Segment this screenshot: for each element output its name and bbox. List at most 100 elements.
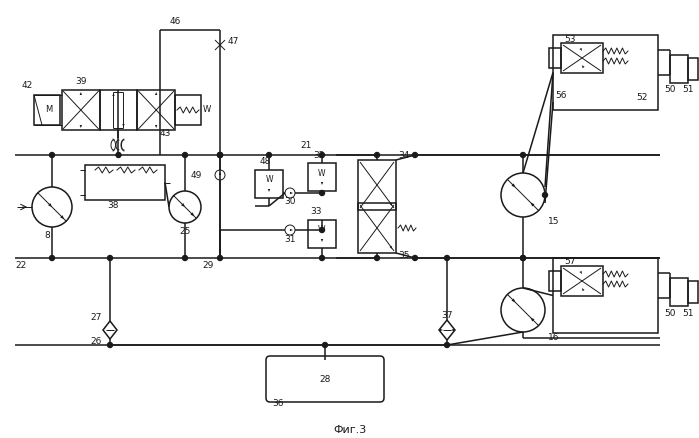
Polygon shape bbox=[290, 192, 293, 194]
Polygon shape bbox=[268, 189, 271, 192]
Bar bbox=[688, 58, 698, 80]
Circle shape bbox=[375, 152, 380, 158]
Text: 21: 21 bbox=[300, 141, 311, 149]
Text: 8: 8 bbox=[44, 230, 50, 240]
Text: 16: 16 bbox=[548, 332, 559, 342]
Polygon shape bbox=[582, 288, 584, 291]
Text: Фиг.3: Фиг.3 bbox=[333, 425, 366, 435]
Polygon shape bbox=[60, 215, 64, 219]
Text: 57: 57 bbox=[564, 258, 575, 266]
Text: 50: 50 bbox=[664, 308, 676, 318]
Text: 30: 30 bbox=[284, 197, 296, 205]
Text: 31: 31 bbox=[284, 236, 296, 244]
Text: 52: 52 bbox=[636, 93, 647, 102]
Circle shape bbox=[50, 255, 55, 261]
Circle shape bbox=[217, 152, 222, 158]
Text: 42: 42 bbox=[22, 81, 34, 89]
Text: 25: 25 bbox=[180, 226, 191, 236]
Bar bbox=[358, 160, 396, 210]
Text: M: M bbox=[45, 106, 52, 114]
Circle shape bbox=[521, 255, 526, 261]
Polygon shape bbox=[190, 212, 194, 216]
Text: 43: 43 bbox=[159, 128, 171, 138]
Text: 51: 51 bbox=[682, 85, 693, 95]
Circle shape bbox=[445, 343, 449, 347]
Circle shape bbox=[319, 152, 324, 158]
Circle shape bbox=[375, 255, 380, 261]
Polygon shape bbox=[531, 202, 535, 206]
Text: W: W bbox=[318, 169, 326, 177]
Bar bbox=[308, 220, 336, 248]
Polygon shape bbox=[113, 93, 115, 96]
Polygon shape bbox=[122, 124, 124, 127]
Text: W: W bbox=[318, 226, 326, 234]
Text: 32: 32 bbox=[313, 151, 324, 159]
Bar bbox=[549, 271, 561, 291]
Bar bbox=[670, 55, 688, 83]
Circle shape bbox=[521, 152, 526, 158]
Circle shape bbox=[217, 255, 222, 261]
Circle shape bbox=[412, 152, 417, 158]
Circle shape bbox=[217, 152, 222, 158]
Text: 46: 46 bbox=[170, 18, 181, 27]
Text: 35: 35 bbox=[398, 251, 410, 259]
Polygon shape bbox=[531, 318, 535, 321]
Polygon shape bbox=[181, 203, 185, 207]
Polygon shape bbox=[512, 298, 515, 303]
Text: 28: 28 bbox=[319, 374, 331, 384]
Circle shape bbox=[116, 152, 121, 158]
Polygon shape bbox=[80, 92, 82, 95]
Text: 50: 50 bbox=[664, 85, 676, 95]
Polygon shape bbox=[582, 65, 584, 68]
Circle shape bbox=[319, 255, 324, 261]
Text: 39: 39 bbox=[75, 78, 87, 86]
Bar bbox=[561, 43, 603, 73]
Text: W: W bbox=[203, 106, 211, 114]
Polygon shape bbox=[290, 229, 293, 231]
Bar bbox=[62, 90, 100, 130]
Bar bbox=[358, 203, 396, 253]
Polygon shape bbox=[512, 184, 515, 187]
Polygon shape bbox=[80, 125, 82, 128]
Circle shape bbox=[521, 255, 526, 261]
Polygon shape bbox=[451, 329, 454, 331]
Circle shape bbox=[319, 227, 324, 233]
Circle shape bbox=[108, 255, 113, 261]
Text: 33: 33 bbox=[310, 208, 322, 216]
Circle shape bbox=[445, 255, 449, 261]
Text: 22: 22 bbox=[15, 261, 27, 271]
Bar bbox=[553, 258, 658, 333]
Bar bbox=[34, 95, 60, 125]
Text: 37: 37 bbox=[441, 311, 453, 321]
Polygon shape bbox=[389, 246, 392, 249]
Circle shape bbox=[322, 343, 328, 347]
Text: 27: 27 bbox=[90, 314, 101, 322]
Circle shape bbox=[319, 191, 324, 195]
Bar bbox=[255, 170, 283, 198]
Bar bbox=[688, 281, 698, 303]
Text: 51: 51 bbox=[682, 308, 693, 318]
Circle shape bbox=[108, 343, 113, 347]
Circle shape bbox=[217, 152, 222, 158]
Bar bbox=[137, 90, 175, 130]
Bar bbox=[100, 90, 137, 130]
Text: 47: 47 bbox=[228, 38, 239, 46]
Polygon shape bbox=[321, 239, 323, 242]
Circle shape bbox=[412, 255, 417, 261]
Text: 29: 29 bbox=[202, 261, 213, 271]
Circle shape bbox=[266, 152, 271, 158]
Text: 56: 56 bbox=[555, 91, 566, 99]
Text: 53: 53 bbox=[564, 35, 575, 43]
Polygon shape bbox=[579, 48, 582, 51]
Polygon shape bbox=[155, 92, 157, 95]
Text: 36: 36 bbox=[272, 399, 284, 407]
Text: 26: 26 bbox=[90, 338, 101, 346]
Text: 34: 34 bbox=[398, 151, 410, 159]
Bar bbox=[85, 165, 165, 200]
Polygon shape bbox=[579, 271, 582, 274]
Polygon shape bbox=[219, 172, 221, 175]
Text: 15: 15 bbox=[548, 218, 559, 226]
Bar bbox=[670, 278, 688, 306]
Circle shape bbox=[50, 152, 55, 158]
Bar bbox=[175, 95, 201, 125]
